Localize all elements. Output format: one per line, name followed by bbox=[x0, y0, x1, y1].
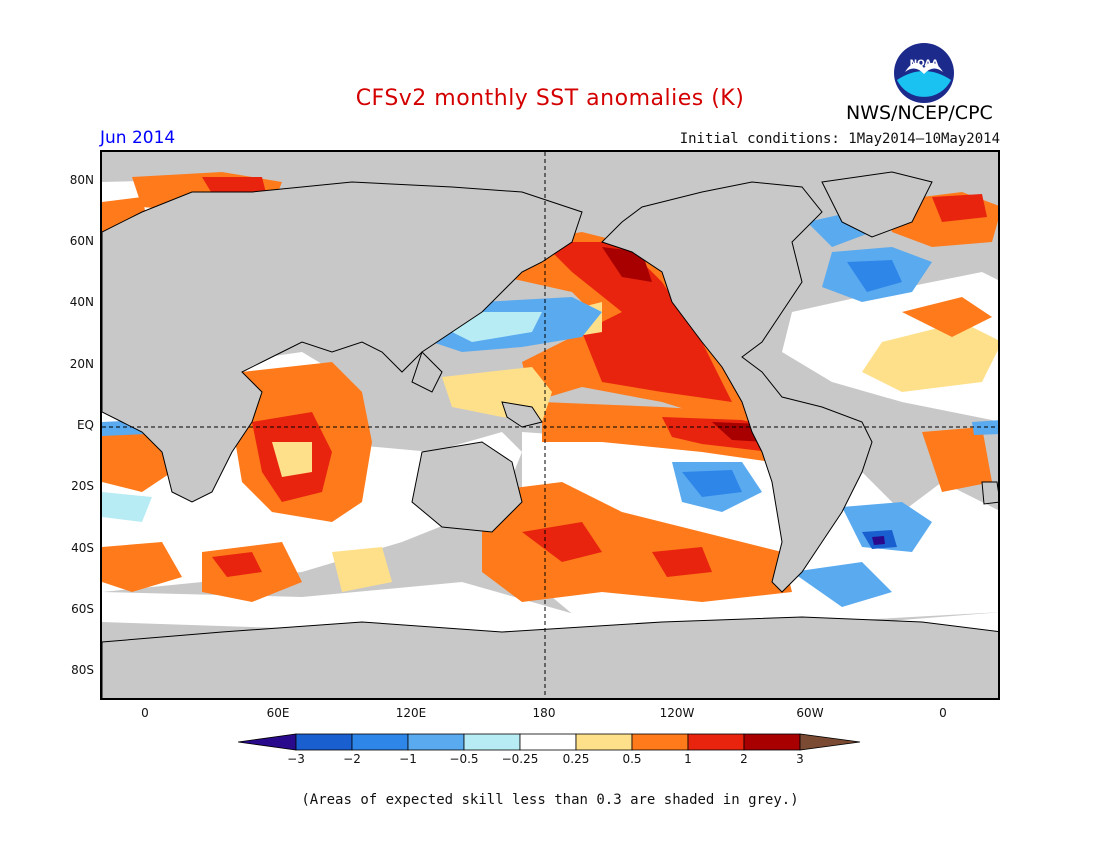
colorbar-bin bbox=[295, 733, 353, 751]
colorbar-label: −0.25 bbox=[501, 752, 539, 766]
lon-label: 180 bbox=[532, 706, 556, 720]
noaa-logo-icon: NOAA bbox=[894, 43, 954, 103]
lat-label: 20N bbox=[69, 357, 94, 371]
colorbar-label: 1 bbox=[684, 752, 692, 766]
colorbar-bin bbox=[575, 733, 633, 751]
lat-label: EQ bbox=[76, 418, 94, 432]
chart-title: CFSv2 monthly SST anomalies (K) bbox=[355, 86, 745, 111]
colorbar-max-arrow bbox=[799, 733, 861, 751]
lon-label: 0 bbox=[939, 706, 947, 720]
map-canvas bbox=[102, 152, 998, 698]
forecast-month-label: Jun 2014 bbox=[100, 128, 176, 148]
colorbar-bin bbox=[743, 733, 801, 751]
lon-label: 120W bbox=[659, 706, 695, 720]
agency-label: NWS/NCEP/CPC bbox=[846, 102, 993, 124]
svg-text:NOAA: NOAA bbox=[910, 59, 939, 69]
lat-label: 60S bbox=[71, 602, 94, 616]
skill-footnote: (Areas of expected skill less than 0.3 a… bbox=[301, 792, 799, 808]
initial-conditions-label: Initial conditions: 1May2014—10May2014 bbox=[679, 131, 1000, 147]
lon-label: 0 bbox=[141, 706, 149, 720]
colorbar-bin bbox=[631, 733, 689, 751]
colorbar-label: 0.25 bbox=[562, 752, 590, 766]
colorbar-min-arrow bbox=[238, 733, 297, 751]
colorbar-label: −0.5 bbox=[449, 752, 479, 766]
lon-label: 60E bbox=[266, 706, 290, 720]
sst-anomaly-map bbox=[100, 150, 1000, 700]
continents bbox=[102, 171, 998, 698]
colorbar-bin bbox=[519, 733, 577, 751]
colorbar-label: −2 bbox=[343, 752, 361, 766]
colorbar-bin bbox=[351, 733, 409, 751]
colorbar bbox=[238, 733, 861, 751]
lat-label: 80N bbox=[69, 173, 94, 187]
colorbar-label: −1 bbox=[399, 752, 417, 766]
lat-label: 40N bbox=[69, 295, 94, 309]
lon-label: 120E bbox=[395, 706, 427, 720]
lat-label: 80S bbox=[71, 663, 94, 677]
lon-label: 60W bbox=[796, 706, 824, 720]
colorbar-label: −3 bbox=[287, 752, 305, 766]
colorbar-bin bbox=[407, 733, 465, 751]
colorbar-bin bbox=[463, 733, 521, 751]
colorbar-label: 3 bbox=[796, 752, 804, 766]
colorbar-label: 0.5 bbox=[622, 752, 642, 766]
colorbar-bin bbox=[687, 733, 745, 751]
lat-label: 40S bbox=[71, 541, 94, 555]
lat-label: 60N bbox=[69, 234, 94, 248]
lat-label: 20S bbox=[71, 479, 94, 493]
colorbar-label: 2 bbox=[740, 752, 748, 766]
